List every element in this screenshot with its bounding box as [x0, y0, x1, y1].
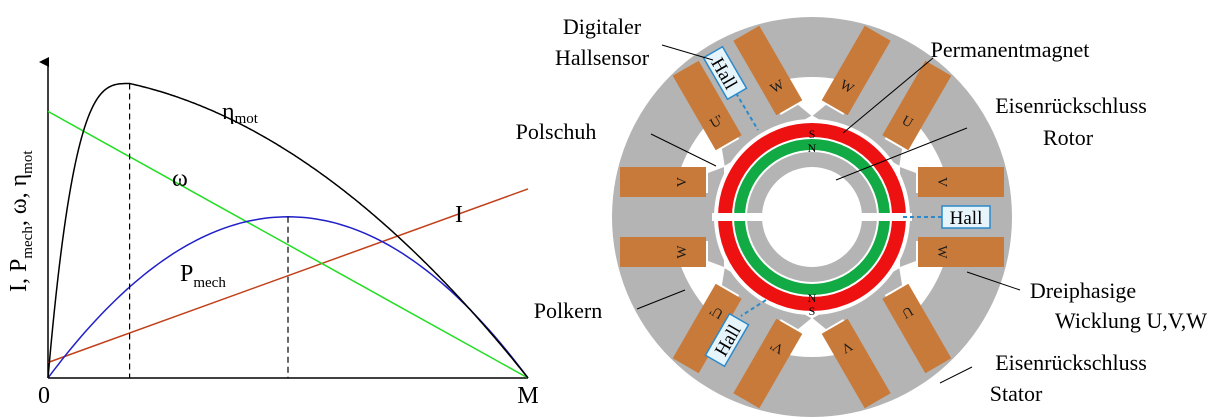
hall-sensor-box: Hall	[941, 205, 991, 229]
pole-core	[912, 193, 962, 241]
winding-coil-6: U	[882, 283, 952, 374]
winding-coil-10: W	[620, 237, 706, 267]
winding-coil-2: W	[821, 25, 891, 116]
callouts: Digitaler Hallsensor Permanentmagnet Eis…	[516, 14, 1207, 406]
coil-copper	[620, 167, 706, 197]
omega-curve-label: ω	[172, 166, 188, 192]
rotor-gap-right	[860, 213, 912, 221]
leader-winding	[966, 271, 1021, 291]
p-mech-curve-label: Pmech	[180, 261, 226, 291]
leader-pole-shoe	[650, 133, 717, 167]
coil-phase-label: V	[934, 177, 949, 187]
current-curve-label: I	[455, 202, 463, 228]
winding-coil-7: U'	[672, 283, 742, 374]
callout-digital-hall-line1: Digitaler	[563, 14, 642, 39]
callout-pole-shoe: Polschuh	[516, 119, 597, 144]
coil-copper	[882, 60, 952, 151]
eta-label-sub: mot	[235, 111, 259, 127]
rotor-shaft-hole	[762, 167, 862, 267]
y-axis-label-sub2: mot	[20, 150, 36, 174]
eta-label-base: η	[222, 99, 235, 125]
winding-coil-1: U	[882, 60, 952, 151]
chart-plot	[47, 82, 529, 379]
callout-rotor-yoke-line2: Rotor	[1043, 125, 1094, 150]
y-axis-label-sub1: mech	[20, 226, 36, 259]
callout-permanent-magnet: Permanentmagnet	[931, 37, 1090, 62]
winding-coil-11: W	[733, 25, 803, 116]
winding-coil-4: V	[918, 167, 1004, 197]
coil-copper	[918, 237, 1004, 267]
hall-sensor-box-frame	[702, 45, 748, 101]
series-current-line	[47, 188, 529, 364]
coil-copper	[672, 60, 742, 151]
coil-copper	[672, 283, 742, 374]
hall-sensor-bottom: Hall	[704, 299, 767, 368]
winding-coil-3: W	[918, 237, 1004, 267]
hall-sensor-box-frame	[704, 312, 750, 368]
p-mech-label-sub: mech	[193, 275, 226, 291]
eta-mot-curve-label: ηmot	[222, 99, 259, 127]
leader-pole-core	[636, 289, 686, 310]
series-eta-mot-curve	[47, 82, 529, 379]
coil-copper	[882, 283, 952, 374]
leader-stator-yoke	[939, 366, 973, 384]
callout-winding-line2: Wicklung U,V,W	[1055, 308, 1207, 333]
rotor-pole-gaps	[712, 213, 912, 221]
coil-copper	[733, 25, 803, 116]
series-omega-line	[47, 110, 529, 379]
y-axis-label: I, Pmech, ω, ηmot	[6, 150, 36, 292]
origin-label: 0	[38, 383, 50, 409]
callout-winding-line1: Dreiphasige	[1030, 278, 1136, 303]
magnet-label-north-bottom: N	[808, 291, 817, 305]
hall-sensor-right: Hall	[903, 205, 991, 229]
hall-sensor-label: Hall	[950, 208, 983, 229]
callout-digital-hall-line2: Hallsensor	[555, 45, 650, 70]
coil-copper	[821, 318, 891, 409]
x-axis-label: M	[517, 383, 538, 409]
callout-stator-yoke-line2: Stator	[990, 381, 1043, 406]
winding-coil-8: V'	[733, 318, 803, 409]
hall-sensor-box: Hall	[704, 312, 750, 368]
winding-coil-12: U'	[672, 60, 742, 151]
y-axis-label-base: I, P	[6, 259, 32, 292]
pole-core	[662, 193, 712, 241]
callout-stator-yoke-line1: Eisenrückschluss	[995, 350, 1147, 375]
coil-copper	[821, 25, 891, 116]
winding-coil-5: V	[821, 318, 891, 409]
y-axis-label-mid: , ω, η	[6, 174, 32, 226]
coil-copper	[918, 167, 1004, 197]
coil-copper	[620, 237, 706, 267]
callout-pole-core: Polkern	[534, 298, 602, 323]
leader-permanent-magnet	[842, 57, 934, 134]
hall-sensor-box-frame	[941, 205, 991, 229]
magnet-label-south-bottom: S	[809, 304, 816, 318]
magnet-label-north-top: N	[808, 141, 817, 155]
hall-sensor-lead	[735, 92, 759, 131]
p-mech-label-base: P	[180, 261, 193, 287]
callout-rotor-yoke-line1: Eisenrückschluss	[995, 93, 1147, 118]
leader-digital-hall	[661, 44, 714, 61]
coil-phase-label: V	[675, 177, 690, 187]
magnet-label-south-top: S	[809, 127, 816, 141]
motor-characteristics-chart: 0 M I, Pmech, ω, ηmot ηmot ω Pmech I	[6, 57, 539, 409]
rotor-gap-left	[712, 213, 764, 221]
winding-coil-9: V	[620, 167, 706, 197]
leader-rotor-yoke	[835, 127, 968, 181]
hall-sensor-lead	[740, 299, 767, 317]
coil-copper	[733, 318, 803, 409]
coil-phase-label: W	[934, 245, 949, 259]
coil-phase-label: W	[675, 245, 690, 259]
